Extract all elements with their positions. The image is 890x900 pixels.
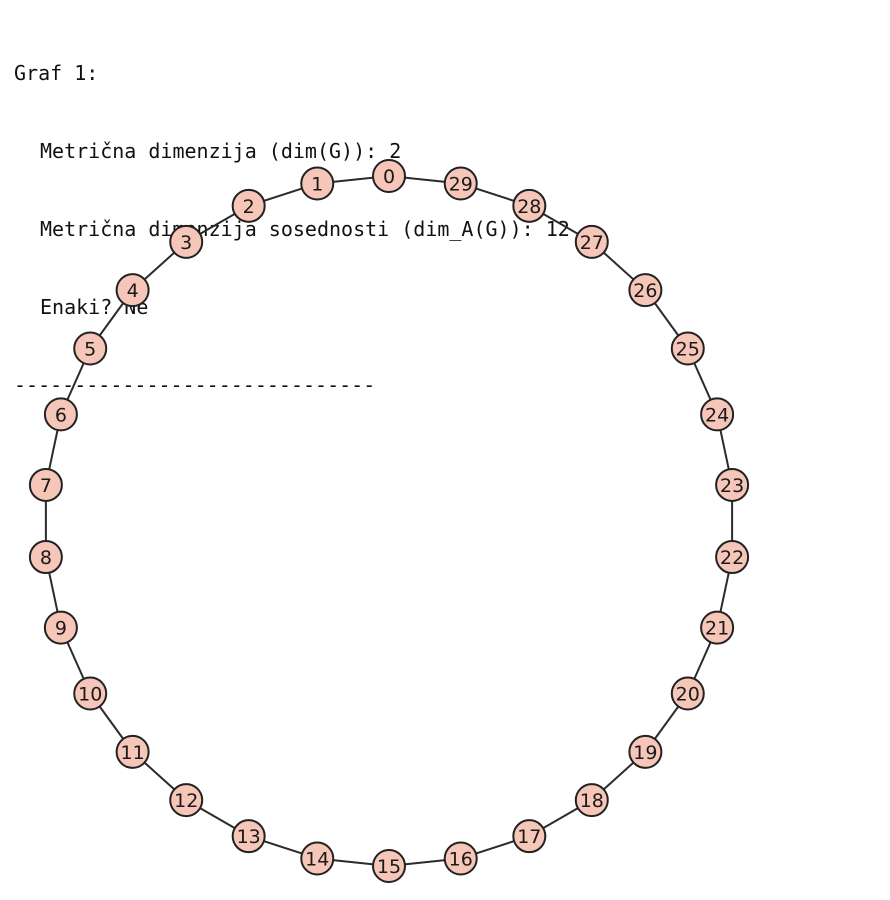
- node-label-14: 14: [305, 848, 329, 870]
- node-label-25: 25: [676, 339, 700, 361]
- node-circle-26: [628, 273, 663, 308]
- node-circle-16: [443, 841, 478, 876]
- node-27: 27: [574, 224, 609, 259]
- node-circle-6: [43, 397, 78, 432]
- node-circle-27: [574, 224, 609, 259]
- node-label-28: 28: [517, 196, 541, 218]
- node-label-2: 2: [243, 196, 255, 218]
- node-circle-4: [115, 273, 150, 308]
- node-24: 24: [700, 397, 735, 432]
- node-circle-19: [628, 734, 663, 769]
- graph-heading: Graf 1:: [14, 61, 99, 85]
- node-label-15: 15: [377, 856, 401, 878]
- node-11: 11: [115, 734, 150, 769]
- node-label-19: 19: [633, 742, 657, 764]
- node-label-1: 1: [311, 174, 323, 196]
- node-13: 13: [231, 819, 266, 854]
- metric-dimension-line: Metrična dimenzija (dim(G)): 2: [40, 139, 402, 163]
- node-9: 9: [43, 610, 78, 645]
- graph-edges: [44, 175, 734, 867]
- node-label-29: 29: [449, 174, 473, 196]
- node-circle-21: [700, 610, 735, 645]
- node-14: 14: [300, 841, 335, 876]
- node-18: 18: [574, 783, 609, 818]
- node-label-22: 22: [720, 547, 744, 569]
- node-19: 19: [628, 734, 663, 769]
- node-label-16: 16: [449, 848, 473, 870]
- node-circle-22: [715, 540, 750, 575]
- node-circle-18: [574, 783, 609, 818]
- node-label-23: 23: [720, 475, 744, 497]
- node-circle-3: [169, 224, 204, 259]
- node-label-13: 13: [237, 826, 261, 848]
- node-22: 22: [715, 540, 750, 575]
- node-7: 7: [28, 467, 63, 502]
- node-circle-17: [512, 819, 547, 854]
- node-28: 28: [512, 188, 547, 223]
- node-2: 2: [231, 188, 266, 223]
- node-1: 1: [300, 166, 335, 201]
- node-circle-5: [73, 331, 108, 366]
- node-20: 20: [670, 676, 705, 711]
- node-circle-9: [43, 610, 78, 645]
- node-0: 0: [372, 159, 406, 193]
- node-label-24: 24: [705, 404, 729, 426]
- node-circle-23: [715, 467, 750, 502]
- node-label-26: 26: [633, 280, 657, 302]
- node-circle-13: [231, 819, 266, 854]
- node-25: 25: [670, 331, 705, 366]
- node-circle-29: [443, 166, 478, 201]
- node-label-5: 5: [84, 339, 96, 361]
- node-circle-1: [300, 166, 335, 201]
- node-label-12: 12: [174, 790, 198, 812]
- node-label-21: 21: [705, 618, 729, 640]
- node-16: 16: [443, 841, 478, 876]
- node-label-4: 4: [127, 280, 139, 302]
- node-circle-11: [115, 734, 150, 769]
- node-label-10: 10: [78, 684, 102, 706]
- node-circle-14: [300, 841, 335, 876]
- node-5: 5: [73, 331, 108, 366]
- node-label-8: 8: [40, 547, 52, 569]
- node-23: 23: [715, 467, 750, 502]
- node-8: 8: [28, 540, 63, 575]
- node-label-20: 20: [676, 684, 700, 706]
- node-circle-10: [73, 676, 108, 711]
- node-10: 10: [73, 676, 108, 711]
- node-6: 6: [43, 397, 78, 432]
- node-circle-7: [28, 467, 63, 502]
- node-label-18: 18: [580, 790, 604, 812]
- adjacency-dimension-line: Metrična dimenzija sosednosti (dim_A(G))…: [40, 217, 570, 241]
- node-29: 29: [443, 166, 478, 201]
- node-label-3: 3: [180, 232, 192, 254]
- node-label-7: 7: [40, 475, 52, 497]
- node-circle-28: [512, 188, 547, 223]
- node-label-11: 11: [121, 742, 145, 764]
- node-label-9: 9: [55, 618, 67, 640]
- node-circle-25: [670, 331, 705, 366]
- cell-output-text: Graf 1: Metrična dimenzija (dim(G)): 2 M…: [14, 8, 570, 424]
- node-circle-0: [372, 159, 406, 193]
- node-label-6: 6: [55, 404, 67, 426]
- node-15: 15: [372, 849, 406, 883]
- node-label-17: 17: [517, 826, 541, 848]
- node-17: 17: [512, 819, 547, 854]
- node-circle-24: [700, 397, 735, 432]
- node-circle-2: [231, 188, 266, 223]
- node-circle-15: [372, 849, 406, 883]
- node-circle-12: [169, 783, 204, 818]
- node-4: 4: [115, 273, 150, 308]
- node-label-27: 27: [580, 232, 604, 254]
- node-label-0: 0: [383, 166, 395, 188]
- node-26: 26: [628, 273, 663, 308]
- node-circle-8: [28, 540, 63, 575]
- node-circle-20: [670, 676, 705, 711]
- node-21: 21: [700, 610, 735, 645]
- node-3: 3: [169, 224, 204, 259]
- node-12: 12: [169, 783, 204, 818]
